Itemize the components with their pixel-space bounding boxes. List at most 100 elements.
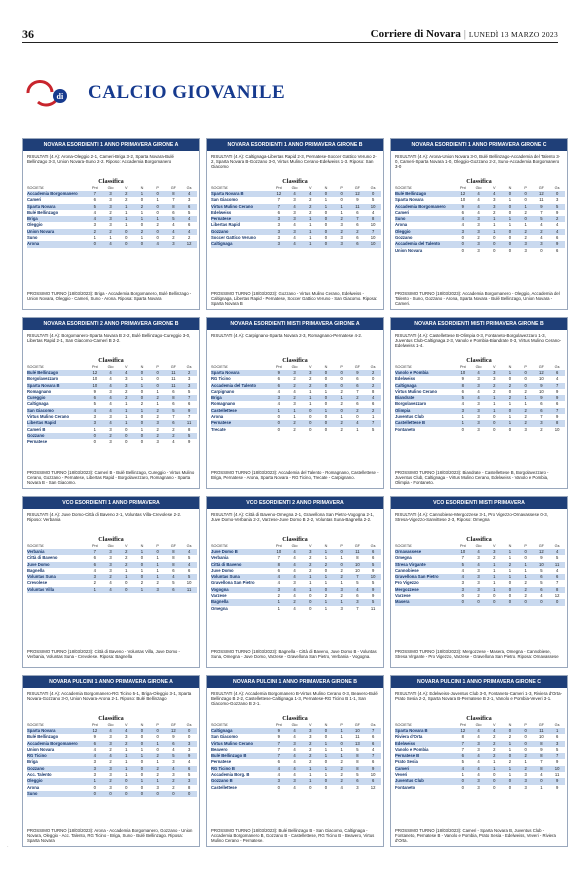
newspaper-logo-icon: di xyxy=(26,80,67,107)
team-name: Arona xyxy=(211,414,224,420)
stat-cell: 2 xyxy=(149,765,166,773)
stat-cell: 0 xyxy=(149,790,166,798)
stat-cell: 2 xyxy=(340,567,343,573)
stat-cell: 0 xyxy=(324,376,328,382)
page-header: 36 Corriere di Novara | LUNEDÌ 13 MARZO 20… xyxy=(22,23,558,43)
stat-cell: 8 xyxy=(165,561,182,568)
team-name: Bulé Bellinzago xyxy=(395,191,455,198)
stat-cell: 2 xyxy=(118,740,135,747)
stat-cell: 0 xyxy=(118,586,135,594)
stat-cell: 4 xyxy=(286,191,303,198)
stat-cell: 4 xyxy=(286,753,303,760)
team-name: Sparta Novara xyxy=(395,197,424,203)
team-name: Cannobiese xyxy=(395,567,419,573)
stat-cell: 1 xyxy=(324,555,328,561)
stat-cell: 1 xyxy=(517,574,534,581)
column-header: P xyxy=(524,544,527,548)
stat-cell: 3 xyxy=(349,599,366,606)
stat-cell: 1 xyxy=(502,740,518,747)
stat-cell: 1 xyxy=(486,586,503,594)
column-header: GF xyxy=(538,365,544,369)
stat-cell: 3 xyxy=(533,241,550,248)
stat-cell: 1 xyxy=(125,414,128,420)
table-row: Edelweiss 9 3 3 0 0 10 4 xyxy=(395,376,565,382)
stat-cell: 0 xyxy=(149,370,166,377)
card-title: VCO ESORDIENTI MISTI PRIMAVERA xyxy=(391,497,567,509)
stat-cell: 0 xyxy=(140,414,144,420)
table-row: Bulé Bellinzago 4 2 1 1 0 6 5 xyxy=(27,210,197,216)
stat-cell: 0 xyxy=(134,740,150,747)
stat-cell: 3 xyxy=(93,222,97,228)
stat-cell: 9 xyxy=(181,407,197,415)
column-header: Gs xyxy=(554,186,560,190)
stat-cell: 2 xyxy=(340,772,343,778)
column-header: SOCIETA' xyxy=(395,544,413,548)
standings-card: VCO ESORDIENTI MISTI PRIMAVERA RISULTATI … xyxy=(390,496,568,668)
stat-cell: 3 xyxy=(109,784,112,790)
table-row: Accademia Borg. B 4 4 1 1 2 5 10 xyxy=(211,772,381,778)
team-name: Pernatese xyxy=(211,759,232,765)
team-name: Voluntas Suna xyxy=(27,574,87,581)
stat-cell: 2 xyxy=(493,734,496,740)
stat-cell: 1 xyxy=(118,216,135,223)
column-header: V xyxy=(492,186,496,190)
next-round-text: PROSSIMO TURNO (18/03/2023): Arona - Acc… xyxy=(27,828,193,844)
stat-cell: 0 xyxy=(502,203,518,210)
standings-card: NOVARA ESORDIENTI MISTI PRIMAVERA GIRONE… xyxy=(390,317,568,489)
stat-cell: 4 xyxy=(102,407,119,415)
stat-cell: 3 xyxy=(286,228,303,236)
team-name: Sparta Novara xyxy=(27,203,87,210)
stat-cell: 12 xyxy=(533,191,550,198)
stat-cell: 3 xyxy=(493,197,496,203)
stat-cell: 0 xyxy=(524,376,527,382)
stat-cell: 0 xyxy=(318,728,334,735)
card-title: NOVARA ESORDIENTI 2 ANNO PRIMAVERA GIRON… xyxy=(23,318,199,330)
team-name: Beaverо xyxy=(211,746,228,752)
stat-cell: 6 xyxy=(365,740,381,747)
column-header: P xyxy=(156,186,159,190)
stat-cell: 0 xyxy=(508,388,512,394)
team-name: Accademia del Talento xyxy=(211,382,271,389)
stat-cell: 0 xyxy=(517,728,534,735)
stat-cell: 0 xyxy=(302,407,319,415)
team-name: Romagnano xyxy=(27,388,52,394)
stat-cell: 4 xyxy=(455,765,471,773)
stat-cell: 0 xyxy=(140,197,144,203)
stat-cell: 2 xyxy=(508,759,512,765)
stat-cell: 1 xyxy=(302,228,319,236)
team-name: Gravellona San Pietro xyxy=(395,574,455,581)
stat-cell: 0 xyxy=(324,759,328,765)
stat-cell: 3 xyxy=(102,191,119,198)
stat-cell: 2 xyxy=(302,753,319,760)
stat-cell: 5 xyxy=(165,216,182,223)
stat-cell: 0 xyxy=(502,586,518,594)
team-name: San Giacomo xyxy=(211,734,238,740)
classifica-label: Classifica xyxy=(282,536,308,543)
stat-cell: 4 xyxy=(109,376,112,382)
table-row: Borgolavezzaro 4 3 1 1 1 6 6 xyxy=(395,401,565,407)
table-row: Virtus Mulino Cerano 3 3 1 0 2 7 7 xyxy=(27,414,197,420)
stat-cell: 6 xyxy=(172,401,175,407)
stat-cell: 11 xyxy=(165,382,182,389)
table-row: Juve Domo B 10 4 3 1 0 11 6 xyxy=(211,549,381,556)
team-name: Union Novara xyxy=(27,746,55,752)
classifica-label: Classifica xyxy=(466,357,492,364)
stat-cell: 0 xyxy=(324,401,328,407)
stat-cell: 8 xyxy=(549,586,565,594)
stat-cell: 1 xyxy=(340,734,343,740)
stat-cell: 3 xyxy=(486,549,503,556)
table-row: Virtus Mulino Cerano 7 3 2 1 0 13 6 xyxy=(211,740,381,747)
stat-cell: 1 xyxy=(118,407,135,415)
stat-cell: 3 xyxy=(455,407,471,415)
team-name: Sparta Novara xyxy=(211,370,271,377)
stat-cell: 2 xyxy=(524,414,527,420)
stat-cell: 12 xyxy=(87,370,103,377)
stat-cell: 3 xyxy=(109,197,112,203)
stat-cell: 2 xyxy=(309,759,312,765)
stat-cell: 1 xyxy=(309,401,312,407)
stat-cell: 3 xyxy=(302,549,319,556)
stat-cell: 3 xyxy=(524,772,527,778)
column-header: V xyxy=(492,365,496,369)
stat-cell: 1 xyxy=(134,586,150,594)
stat-cell: 1 xyxy=(502,765,518,773)
